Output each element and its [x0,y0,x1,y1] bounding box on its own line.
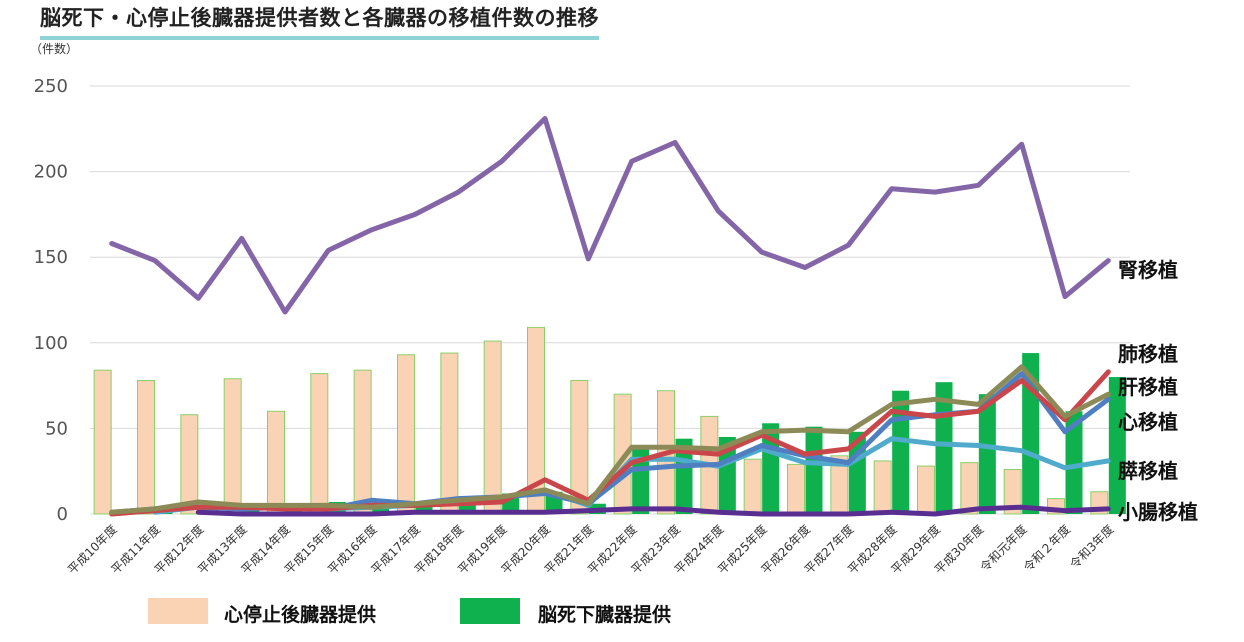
bar-dcd [440,352,459,515]
legend-label-dcd: 心停止後臓器提供 [224,604,377,626]
y-tick-label: 0 [57,504,68,525]
series-label: 肝移植 [1118,375,1178,399]
y-axis-unit-label: （件数） [30,42,79,56]
series-label: 膵移植 [1118,459,1178,483]
bar-dcd [787,463,805,515]
bar-dcd [960,462,979,515]
bar-dcd [137,379,155,515]
x-tick-label: 令和3年度 [1067,522,1117,572]
bar-dbd [415,502,433,514]
line-series [109,116,1111,517]
bar-dcd [873,460,892,515]
chart-title: 脳死下・心停止後臓器提供者数と各臓器の移植件数の推移 [40,2,599,40]
bar-dcd [613,393,632,515]
bar-dcd [267,410,285,515]
x-axis-ticks: 平成10年度平成11年度平成12年度平成13年度平成14年度平成15年度平成16… [64,522,1116,577]
bar-dcd [353,369,372,515]
legend-swatch-dcd [148,598,208,624]
x-tick-label: 令和２年度 [1020,522,1073,575]
bar-dcd [483,340,502,515]
y-tick-label: 150 [34,247,68,268]
bar-series [93,326,1126,515]
bar-dcd [397,354,415,515]
line-小腸移植 [195,504,1111,517]
bar-dcd [570,379,589,515]
bar-dcd [743,458,762,515]
bar-dbd [1065,411,1083,514]
series-label: 心移植 [1118,410,1178,434]
bar-dcd [917,465,935,515]
bar-dcd [223,378,242,515]
bar-dbd [805,426,823,514]
bar-dbd [632,447,650,514]
legend-swatch-dbd [460,598,520,624]
bar-dbd [978,394,996,514]
line-肺移植 [109,369,1111,517]
gridlines [90,85,1130,515]
y-tick-label: 200 [34,162,68,183]
bar-dbd [372,505,390,514]
bar-dcd [93,369,112,515]
y-tick-label: 250 [34,76,68,97]
line-腎移植 [109,116,1111,315]
bar-dbd [1108,377,1126,514]
series-label: 腎移植 [1118,258,1178,282]
line-肝移植 [109,364,1111,515]
series-label: 小腸移植 [1118,500,1198,524]
y-tick-label: 50 [45,418,68,439]
bar-dcd [310,373,329,515]
bar-dcd [180,414,199,515]
y-tick-label: 100 [34,333,68,354]
legend-label-dbd: 脳死下臓器提供 [538,604,672,626]
bar-dcd [1003,468,1022,515]
y-axis-ticks: 0 50 100 150 200 250 [34,76,68,525]
series-label: 肺移植 [1118,342,1178,366]
